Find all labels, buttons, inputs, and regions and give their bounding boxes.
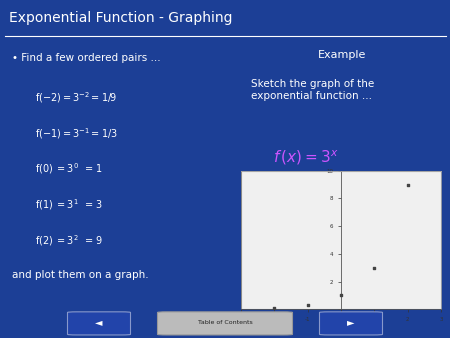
- Text: Sketch the graph of the
exponential function ...: Sketch the graph of the exponential func…: [251, 79, 374, 101]
- Text: ◄: ◄: [95, 317, 103, 327]
- Text: $f\,(x) = 3^x$: $f\,(x) = 3^x$: [273, 148, 338, 167]
- FancyBboxPatch shape: [320, 312, 382, 335]
- Text: Table of Contents: Table of Contents: [198, 320, 252, 325]
- Point: [270, 305, 278, 310]
- Text: $\mathrm{f(1)\;= 3^{1}\;\;= 3}$: $\mathrm{f(1)\;= 3^{1}\;\;= 3}$: [35, 197, 102, 212]
- FancyBboxPatch shape: [158, 312, 292, 335]
- Text: Example: Example: [318, 50, 366, 60]
- Point: [371, 265, 378, 270]
- Text: Exponential Function - Graphing: Exponential Function - Graphing: [9, 11, 233, 25]
- Text: • Find a few ordered pairs ...: • Find a few ordered pairs ...: [12, 53, 160, 63]
- Point: [404, 182, 411, 187]
- Bar: [241, 171, 441, 309]
- Point: [338, 293, 345, 298]
- Text: and plot them on a graph.: and plot them on a graph.: [12, 270, 148, 281]
- Text: $\mathrm{f(-2) = 3^{-2} = 1/9}$: $\mathrm{f(-2) = 3^{-2} = 1/9}$: [35, 90, 117, 105]
- Text: ►: ►: [347, 317, 355, 327]
- FancyBboxPatch shape: [68, 312, 130, 335]
- Text: $\mathrm{f(0)\;= 3^{0}\;\;= 1}$: $\mathrm{f(0)\;= 3^{0}\;\;= 1}$: [35, 162, 102, 176]
- Text: $\mathrm{f(2)\;= 3^{2}\;\;= 9}$: $\mathrm{f(2)\;= 3^{2}\;\;= 9}$: [35, 233, 103, 248]
- Text: $\mathrm{f(-1) = 3^{-1} = 1/3}$: $\mathrm{f(-1) = 3^{-1} = 1/3}$: [35, 126, 118, 141]
- Point: [304, 302, 311, 307]
